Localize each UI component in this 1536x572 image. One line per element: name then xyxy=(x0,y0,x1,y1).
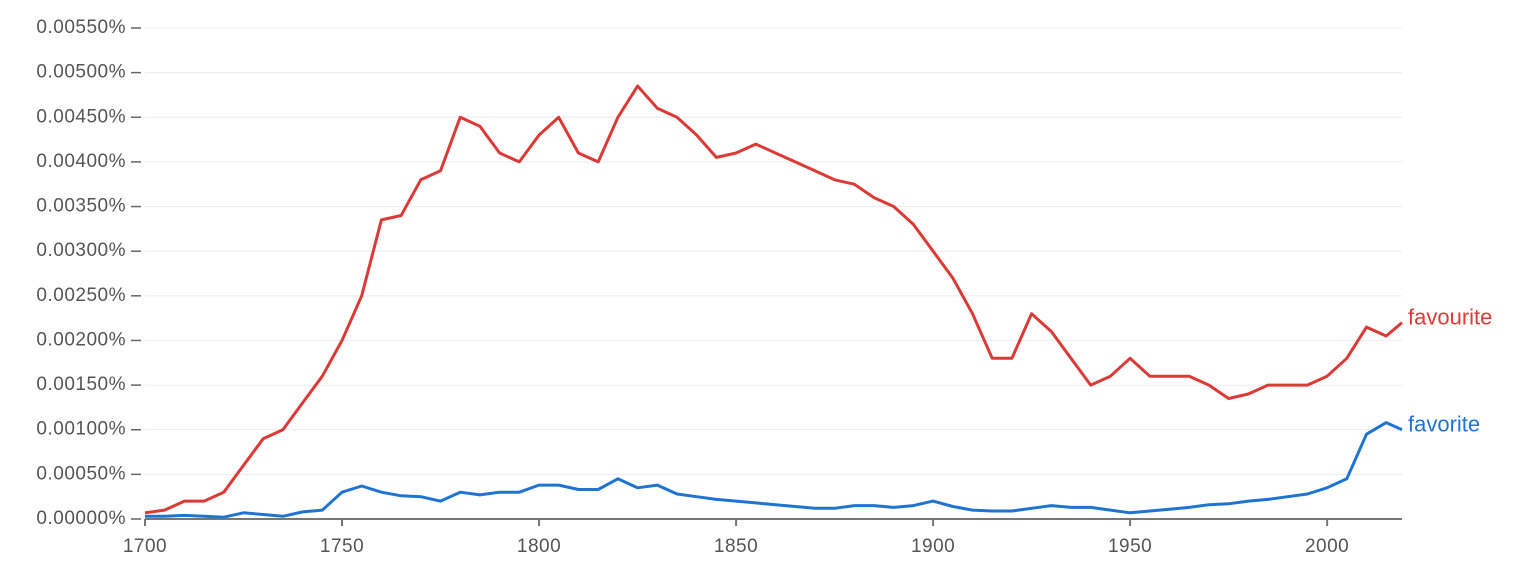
y-tick-label: 0.00500% xyxy=(36,62,126,83)
y-tick-label: 0.00400% xyxy=(36,151,126,172)
x-tick-label: 1800 xyxy=(517,536,561,557)
series-line xyxy=(144,84,1403,515)
y-tick-label: 0.00350% xyxy=(36,196,126,217)
y-tick-label: 0.00450% xyxy=(36,106,126,127)
y-tick-label: 0.00100% xyxy=(36,419,126,440)
y-tick-label: 0.00150% xyxy=(36,374,126,395)
y-tick-label: 0.00050% xyxy=(36,463,126,484)
series-line xyxy=(145,421,1403,519)
y-tick-label: 0.00250% xyxy=(36,285,126,306)
x-tick-label: 1700 xyxy=(123,536,167,557)
x-tick-label: 1900 xyxy=(911,536,955,557)
series-label: favorite xyxy=(1408,412,1480,437)
y-tick-label: 0.00300% xyxy=(36,240,126,261)
y-tick-label: 0.00200% xyxy=(36,329,126,350)
x-tick-label: 1950 xyxy=(1108,536,1152,557)
x-tick-label: 1750 xyxy=(320,536,364,557)
y-tick-label: 0.00550% xyxy=(36,17,126,38)
y-tick-label: 0.00000% xyxy=(36,508,126,529)
series-label: favourite xyxy=(1408,304,1492,329)
x-tick-label: 2000 xyxy=(1305,536,1349,557)
x-tick-label: 1850 xyxy=(714,536,758,557)
